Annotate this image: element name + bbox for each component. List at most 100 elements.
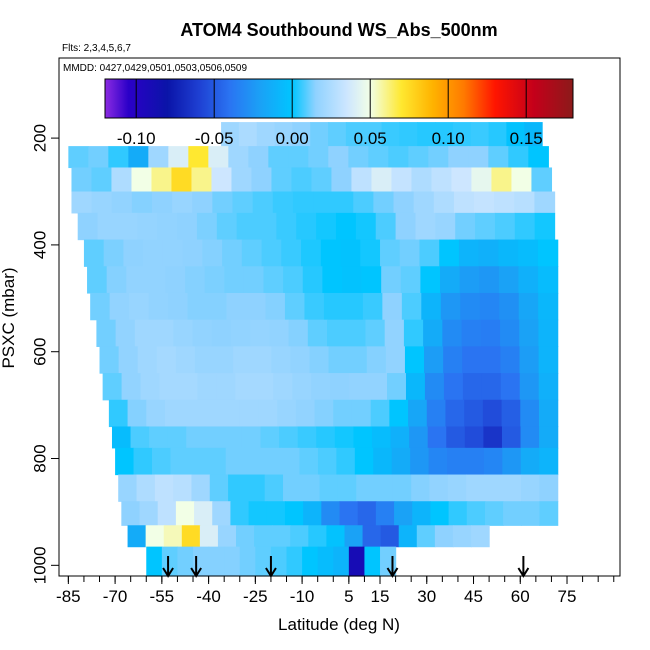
heatmap-cell <box>460 292 481 321</box>
heatmap-cell <box>333 191 354 214</box>
x-tick-label: 30 <box>417 587 436 606</box>
heatmap-cell <box>159 373 180 401</box>
colorbar-tick-label: -0.10 <box>117 129 156 148</box>
heatmap-cell <box>480 319 501 347</box>
heatmap-cell <box>371 426 392 449</box>
heatmap-cell <box>284 292 306 321</box>
heatmap-cell <box>362 292 383 321</box>
heatmap-cell <box>118 474 138 502</box>
heatmap-cell <box>500 346 521 374</box>
heatmap-cell <box>520 447 540 476</box>
heatmap-cell <box>71 167 93 193</box>
heatmap-cell <box>157 501 177 526</box>
heatmap-cell <box>501 426 522 449</box>
heatmap-cell <box>417 122 436 147</box>
heatmap-cell <box>482 399 503 428</box>
heatmap-cell <box>538 319 559 347</box>
heatmap-cell <box>537 239 559 267</box>
heatmap-cell <box>518 239 539 267</box>
heatmap-cell <box>148 292 169 321</box>
heatmap-cell <box>384 319 405 347</box>
heatmap-cell <box>361 266 382 294</box>
heatmap-cell <box>429 474 449 502</box>
heatmap-cell <box>514 212 536 241</box>
y-axis-label: PSXC (mbar) <box>0 267 18 368</box>
heatmap-cell <box>501 399 521 428</box>
heatmap-cell <box>223 426 243 449</box>
heatmap-cell <box>115 447 135 476</box>
heatmap-cell <box>399 239 421 267</box>
y-tick-label: 200 <box>30 124 49 152</box>
heatmap-cell <box>459 266 480 294</box>
heatmap-cell <box>471 525 490 548</box>
heatmap-cell <box>392 474 412 502</box>
heatmap-cell <box>484 474 504 502</box>
heatmap-cell <box>301 474 321 502</box>
heatmap-cell <box>106 266 127 294</box>
heatmap-cell <box>475 212 496 241</box>
heatmap-cell <box>354 447 374 476</box>
heatmap-cell <box>233 346 253 374</box>
heatmap-cell <box>283 266 304 294</box>
heatmap-cell <box>347 346 368 374</box>
heatmap-cell <box>428 447 448 476</box>
heatmap-cell <box>111 426 132 449</box>
heatmap-cell <box>534 212 556 241</box>
heatmap-cell <box>235 373 255 401</box>
heatmap-cell <box>340 239 361 267</box>
heatmap-cell <box>470 122 490 147</box>
heatmap-cell <box>173 319 194 347</box>
heatmap-cell <box>357 501 377 526</box>
heatmap-cell <box>328 146 349 169</box>
heatmap-cell <box>308 146 329 169</box>
heatmap-cell <box>191 167 213 193</box>
heatmap-cell <box>328 346 349 374</box>
heatmap-cell <box>202 399 222 428</box>
heatmap-cell <box>452 525 472 548</box>
heatmap-cell <box>466 501 486 526</box>
heatmap-cell <box>506 122 525 147</box>
heatmap-cell <box>337 474 357 502</box>
heatmap-cell <box>423 319 443 347</box>
heatmap-cell <box>374 474 394 502</box>
heatmap-cell <box>500 373 521 401</box>
y-tick-label: 1000 <box>30 546 49 584</box>
heatmap-cell <box>387 373 407 401</box>
heatmap-cell <box>133 447 153 476</box>
heatmap-cell <box>503 501 522 526</box>
heatmap-cell <box>431 167 453 193</box>
heatmap-cell <box>311 373 331 401</box>
colorbar-tick-label: 0.05 <box>354 129 387 148</box>
heatmap-cell <box>165 266 186 294</box>
heatmap-cell <box>474 191 495 214</box>
heatmap-cell <box>239 399 260 428</box>
heatmap-cell <box>252 346 272 374</box>
heatmap-cell <box>380 239 401 267</box>
heatmap-cell <box>284 501 304 526</box>
heatmap-cell <box>118 346 139 374</box>
heatmap-cell <box>163 525 183 548</box>
heatmap-cell <box>443 346 463 374</box>
heatmap-cell <box>500 319 520 347</box>
heatmap-cell <box>370 399 390 428</box>
heatmap-cell <box>208 546 225 577</box>
heatmap-cell <box>448 501 468 526</box>
heatmap-cell <box>424 373 445 401</box>
heatmap-cell <box>326 525 346 548</box>
heatmap-cell <box>134 319 155 347</box>
heatmap-cell <box>164 399 185 428</box>
heatmap-cell <box>77 212 99 241</box>
heatmap-cell <box>241 426 262 449</box>
heatmap-cell <box>334 426 354 449</box>
heatmap-cells <box>68 122 559 577</box>
heatmap-cell <box>443 373 464 401</box>
heatmap-cell <box>266 501 286 526</box>
heatmap-cell <box>263 266 284 294</box>
heatmap-cell <box>168 146 189 169</box>
heatmap-cell <box>126 266 147 294</box>
heatmap-cell <box>96 319 117 347</box>
heatmap-cell <box>398 525 418 548</box>
heatmap-cell <box>339 501 359 526</box>
heatmap-cell <box>442 319 463 347</box>
heatmap-cell <box>502 447 522 476</box>
